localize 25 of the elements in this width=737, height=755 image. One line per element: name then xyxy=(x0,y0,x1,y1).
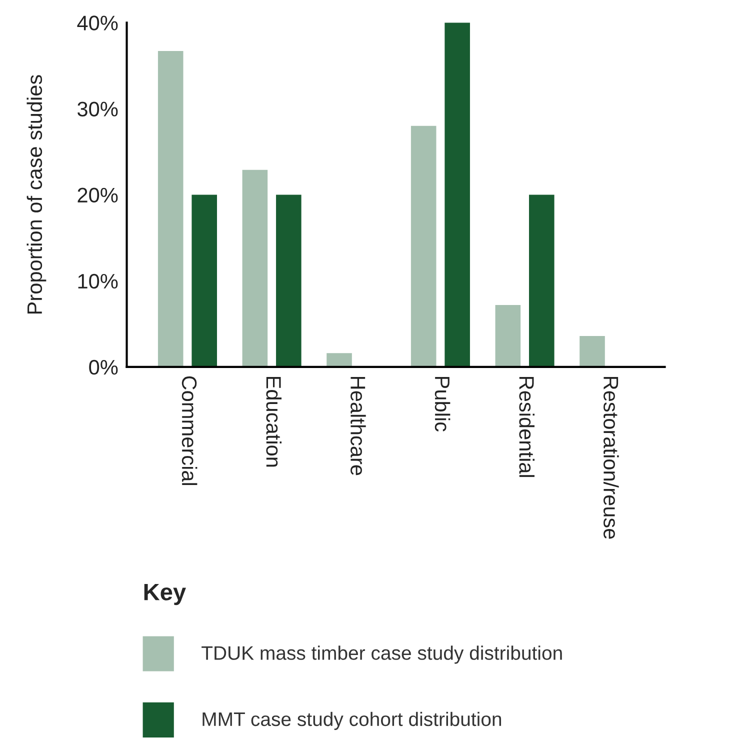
legend-label: TDUK mass timber case study distribution xyxy=(202,646,562,664)
y-tick-label: 10% xyxy=(78,274,118,289)
x-tick-label: Restoration/reuse xyxy=(604,376,619,539)
x-tick-label: Commercial xyxy=(182,376,198,485)
bar xyxy=(580,336,605,367)
bar xyxy=(410,126,436,367)
bar xyxy=(158,51,184,367)
y-axis-title: Proportion of case studies xyxy=(26,75,46,314)
x-tick-label: Public xyxy=(434,376,450,432)
y-tick-label: 30% xyxy=(78,102,118,116)
bar xyxy=(276,194,302,367)
x-tick-label: Healthcare xyxy=(350,376,366,476)
y-tick-label: 20% xyxy=(78,188,118,203)
bar xyxy=(495,304,521,367)
y-tick-label: 0% xyxy=(89,360,118,375)
y-tick-label: 40% xyxy=(77,16,118,30)
legend-label: MMT case study cohort distribution xyxy=(202,712,502,730)
legend-title: Key xyxy=(144,584,186,606)
bar xyxy=(529,194,554,367)
bar xyxy=(326,353,352,367)
bar xyxy=(242,170,268,367)
bar xyxy=(444,22,470,367)
x-tick-label: Residential xyxy=(519,376,534,477)
x-tick-label: Education xyxy=(266,376,282,467)
bar xyxy=(192,194,217,367)
